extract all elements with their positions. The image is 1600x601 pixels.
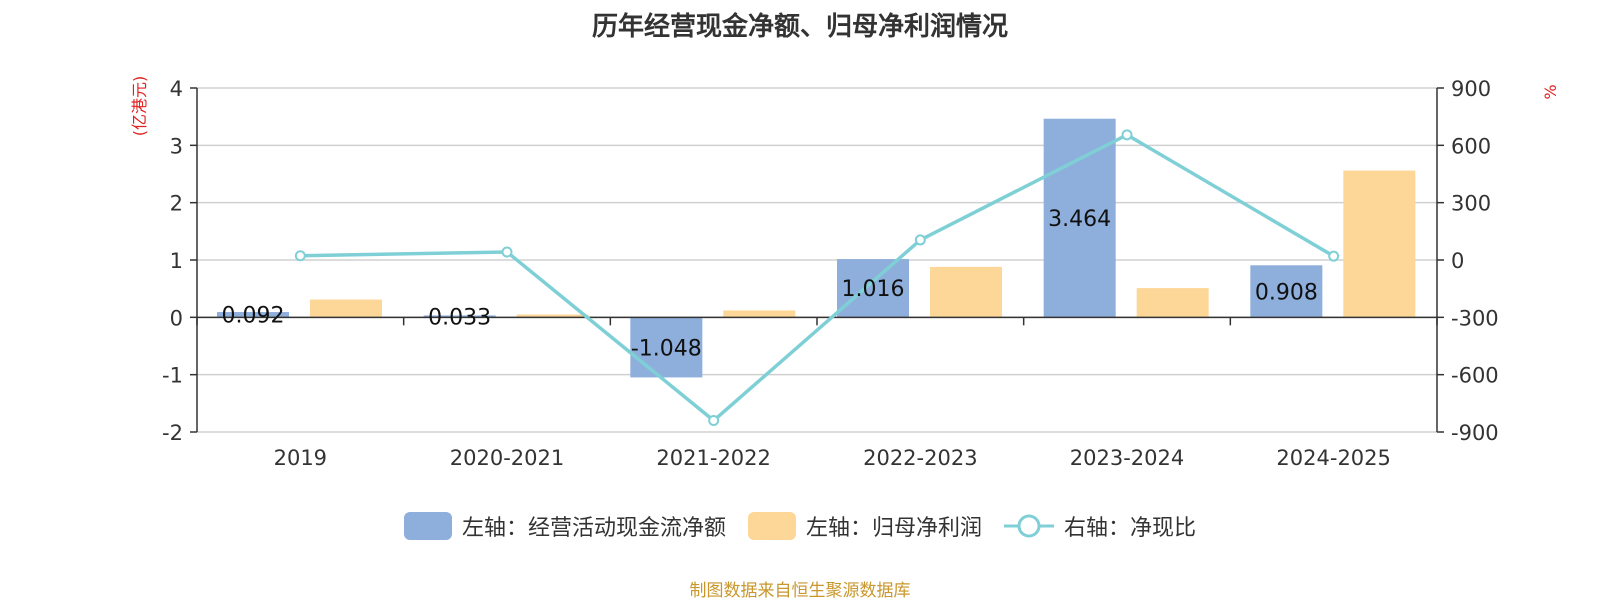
bar-profit[interactable]: [723, 310, 795, 317]
left-tick-label: 2: [170, 192, 183, 216]
left-tick-label: -1: [162, 364, 183, 388]
legend-swatch-cashflow: [404, 512, 452, 540]
bar-value-label: 3.464: [1048, 207, 1111, 232]
right-tick-label: 0: [1451, 249, 1464, 273]
left-tick-label: -2: [162, 421, 183, 445]
legend-swatch-profit: [748, 512, 796, 540]
bar-profit[interactable]: [1137, 288, 1209, 317]
legend: 左轴：经营活动现金流净额 左轴：归母净利润 右轴：净现比: [0, 510, 1600, 542]
ratio-line: [296, 130, 1338, 425]
left-tick-label: 4: [170, 77, 183, 101]
grid-lines: [197, 88, 1437, 432]
ratio-point[interactable]: [1123, 130, 1132, 139]
right-tick-label: 600: [1451, 134, 1491, 158]
legend-swatch-ratio: [1004, 512, 1054, 540]
x-tick-label: 2023-2024: [1070, 446, 1184, 470]
bar-profit[interactable]: [310, 300, 382, 318]
bars: [217, 119, 1415, 378]
bar-value-label: 0.092: [222, 304, 285, 329]
right-tick-label: -600: [1451, 364, 1499, 388]
left-tick-label: 1: [170, 249, 183, 273]
ratio-point[interactable]: [916, 235, 925, 244]
left-tick-label: 0: [170, 306, 183, 330]
legend-item-ratio[interactable]: 右轴：净现比: [1004, 510, 1196, 542]
legend-item-cashflow[interactable]: 左轴：经营活动现金流净额: [404, 510, 726, 542]
bar-value-label: 1.016: [842, 277, 905, 302]
right-tick-label: 900: [1451, 77, 1491, 101]
data-labels: 0.092 0.033 -1.048 1.016 3.464 0.908: [222, 207, 1318, 361]
ratio-point[interactable]: [296, 251, 305, 260]
right-axis-unit: %: [1541, 84, 1560, 99]
ratio-point[interactable]: [709, 416, 718, 425]
right-tick-label: 300: [1451, 192, 1491, 216]
bar-value-label: 0.908: [1255, 280, 1318, 305]
ratio-point[interactable]: [503, 247, 512, 256]
x-tick-label: 2019: [274, 446, 327, 470]
legend-label-profit: 左轴：归母净利润: [806, 510, 982, 542]
bar-value-label: 0.033: [428, 305, 491, 330]
left-tick-label: 3: [170, 134, 183, 158]
source-note: 制图数据来自恒生聚源数据库: [0, 576, 1600, 601]
bar-profit[interactable]: [930, 267, 1002, 317]
right-tick-label: -900: [1451, 421, 1499, 445]
legend-item-profit[interactable]: 左轴：归母净利润: [748, 510, 982, 542]
bar-profit[interactable]: [1343, 171, 1415, 318]
x-tick-label: 2024-2025: [1276, 446, 1390, 470]
legend-label-ratio: 右轴：净现比: [1064, 510, 1196, 542]
x-tick-label: 2021-2022: [656, 446, 770, 470]
left-axis-unit: (亿港元): [130, 76, 149, 137]
ratio-point[interactable]: [1329, 252, 1338, 261]
legend-label-cashflow: 左轴：经营活动现金流净额: [462, 510, 726, 542]
ratio-series-line: [300, 135, 1333, 421]
bar-value-label: -1.048: [631, 336, 702, 361]
right-tick-label: -300: [1451, 306, 1499, 330]
x-tick-label: 2022-2023: [863, 446, 977, 470]
x-tick-label: 2020-2021: [450, 446, 564, 470]
